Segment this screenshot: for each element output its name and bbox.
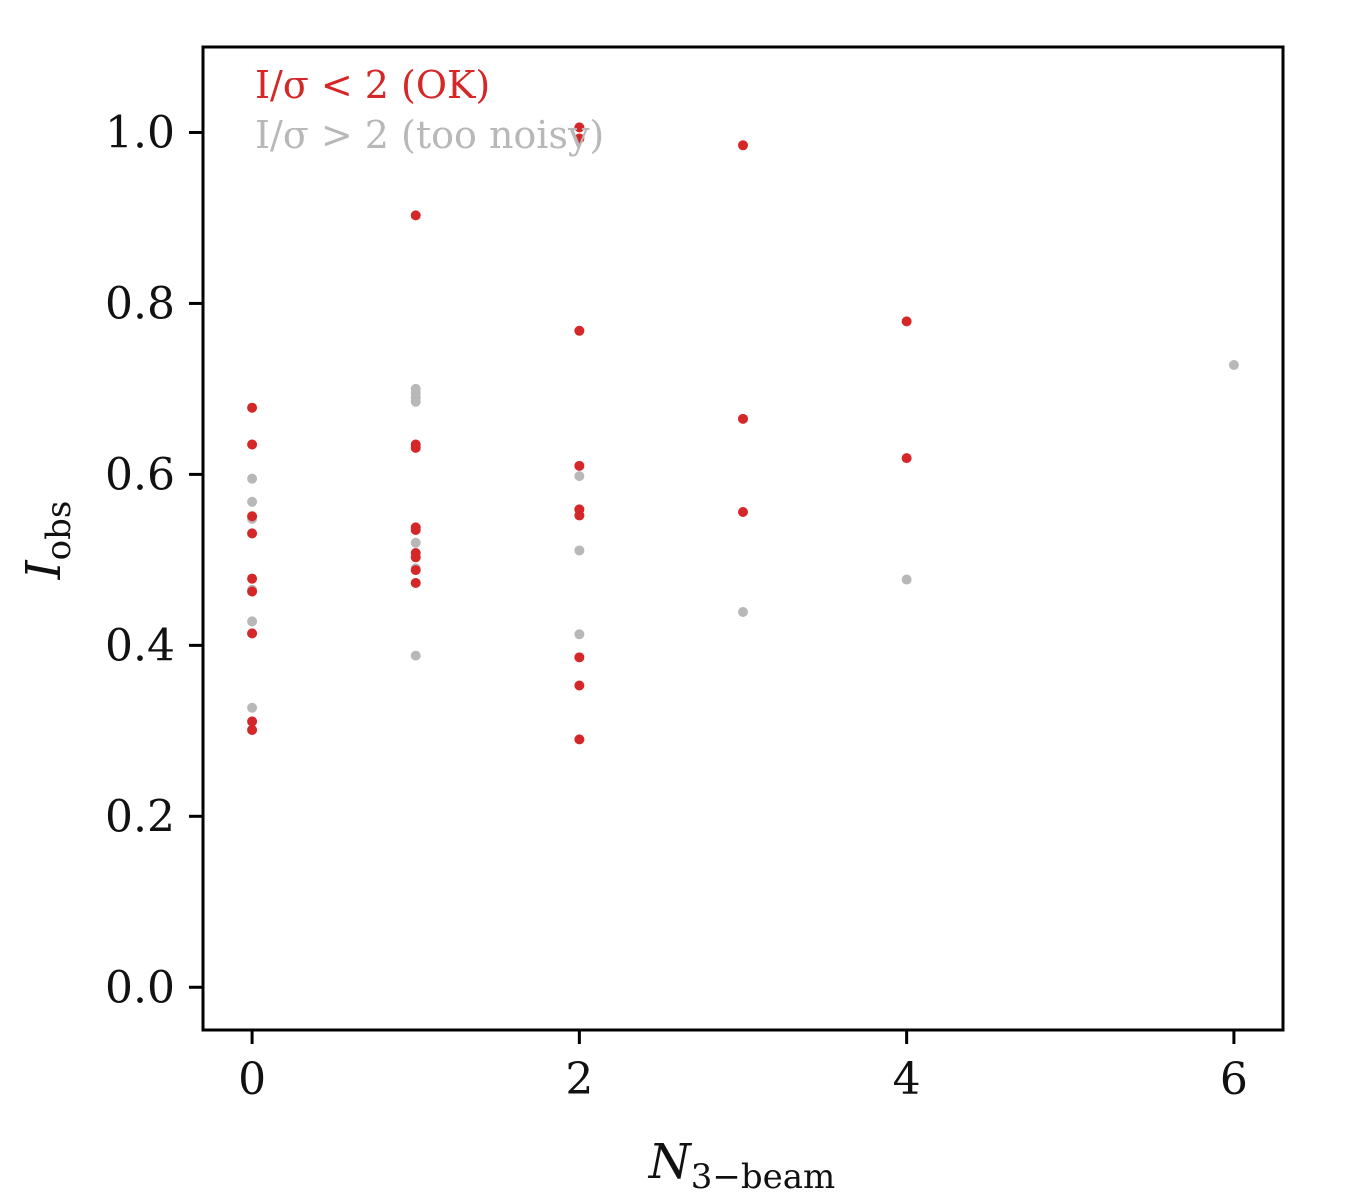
data-point: [574, 133, 585, 144]
data-point: [738, 607, 748, 618]
data-point: [574, 122, 585, 133]
data-point: [574, 460, 585, 471]
data-point: [247, 511, 258, 522]
data-point: [738, 413, 748, 424]
data-point: [574, 652, 585, 663]
legend-entry: I/σ > 2 (too noisy): [255, 113, 604, 157]
legend: I/σ < 2 (OK) I/σ > 2 (too noisy): [255, 63, 604, 157]
data-point: [574, 510, 585, 521]
legend-entry: I/σ < 2 (OK): [255, 63, 490, 107]
data-point: [410, 442, 421, 453]
data-point: [410, 577, 421, 588]
x-axis-label: N3−beam: [648, 1134, 836, 1197]
data-point: [410, 552, 421, 563]
data-point: [574, 471, 585, 482]
data-point: [410, 396, 421, 407]
data-point: [410, 565, 421, 576]
data-point: [247, 724, 258, 735]
data-point: [901, 453, 912, 464]
data-point: [247, 473, 258, 484]
y-tick-label: 1.0: [105, 107, 175, 158]
data-point: [247, 628, 258, 639]
data-point: [247, 616, 258, 627]
data-point: [738, 507, 748, 518]
x-tick-label: 4: [893, 1054, 921, 1105]
data-point: [247, 573, 258, 584]
data-point: [574, 680, 585, 691]
data-point: [247, 402, 258, 413]
y-tick-label: 0.2: [105, 791, 175, 842]
y-tick-label: 0.6: [105, 449, 175, 500]
data-point: [410, 524, 421, 535]
data-point: [410, 210, 421, 221]
data-point: [738, 140, 748, 151]
data-point: [901, 316, 912, 327]
y-tick-label: 0.8: [105, 278, 175, 329]
x-tick-label: 6: [1220, 1054, 1248, 1105]
y-axis-label: Iobs: [16, 501, 79, 581]
data-point: [574, 629, 585, 640]
data-point: [247, 528, 258, 539]
x-tick-label: 0: [238, 1054, 266, 1105]
data-point: [574, 734, 585, 745]
data-point: [247, 702, 258, 713]
series-0: [247, 359, 1239, 713]
data-point: [410, 537, 421, 548]
data-point: [901, 574, 912, 585]
data-point: [247, 496, 258, 507]
y-tick-label: 0.4: [105, 620, 175, 671]
x-tick-label: 2: [565, 1054, 593, 1105]
data-point: [574, 325, 585, 336]
data-point: [574, 545, 585, 556]
data-point: [1228, 359, 1239, 370]
plot-frame: [201, 45, 1285, 1032]
data-point: [247, 586, 258, 597]
ticks-layer: 0 2 4 6 0.0 0.2 0.4 0.6 0.8 1.0: [105, 107, 1248, 1105]
data-point: [247, 716, 258, 727]
series-1: [247, 122, 912, 745]
y-tick-label: 0.0: [105, 962, 175, 1013]
data-point: [410, 650, 421, 661]
data-point: [247, 439, 258, 450]
points-layer: [247, 122, 1239, 745]
